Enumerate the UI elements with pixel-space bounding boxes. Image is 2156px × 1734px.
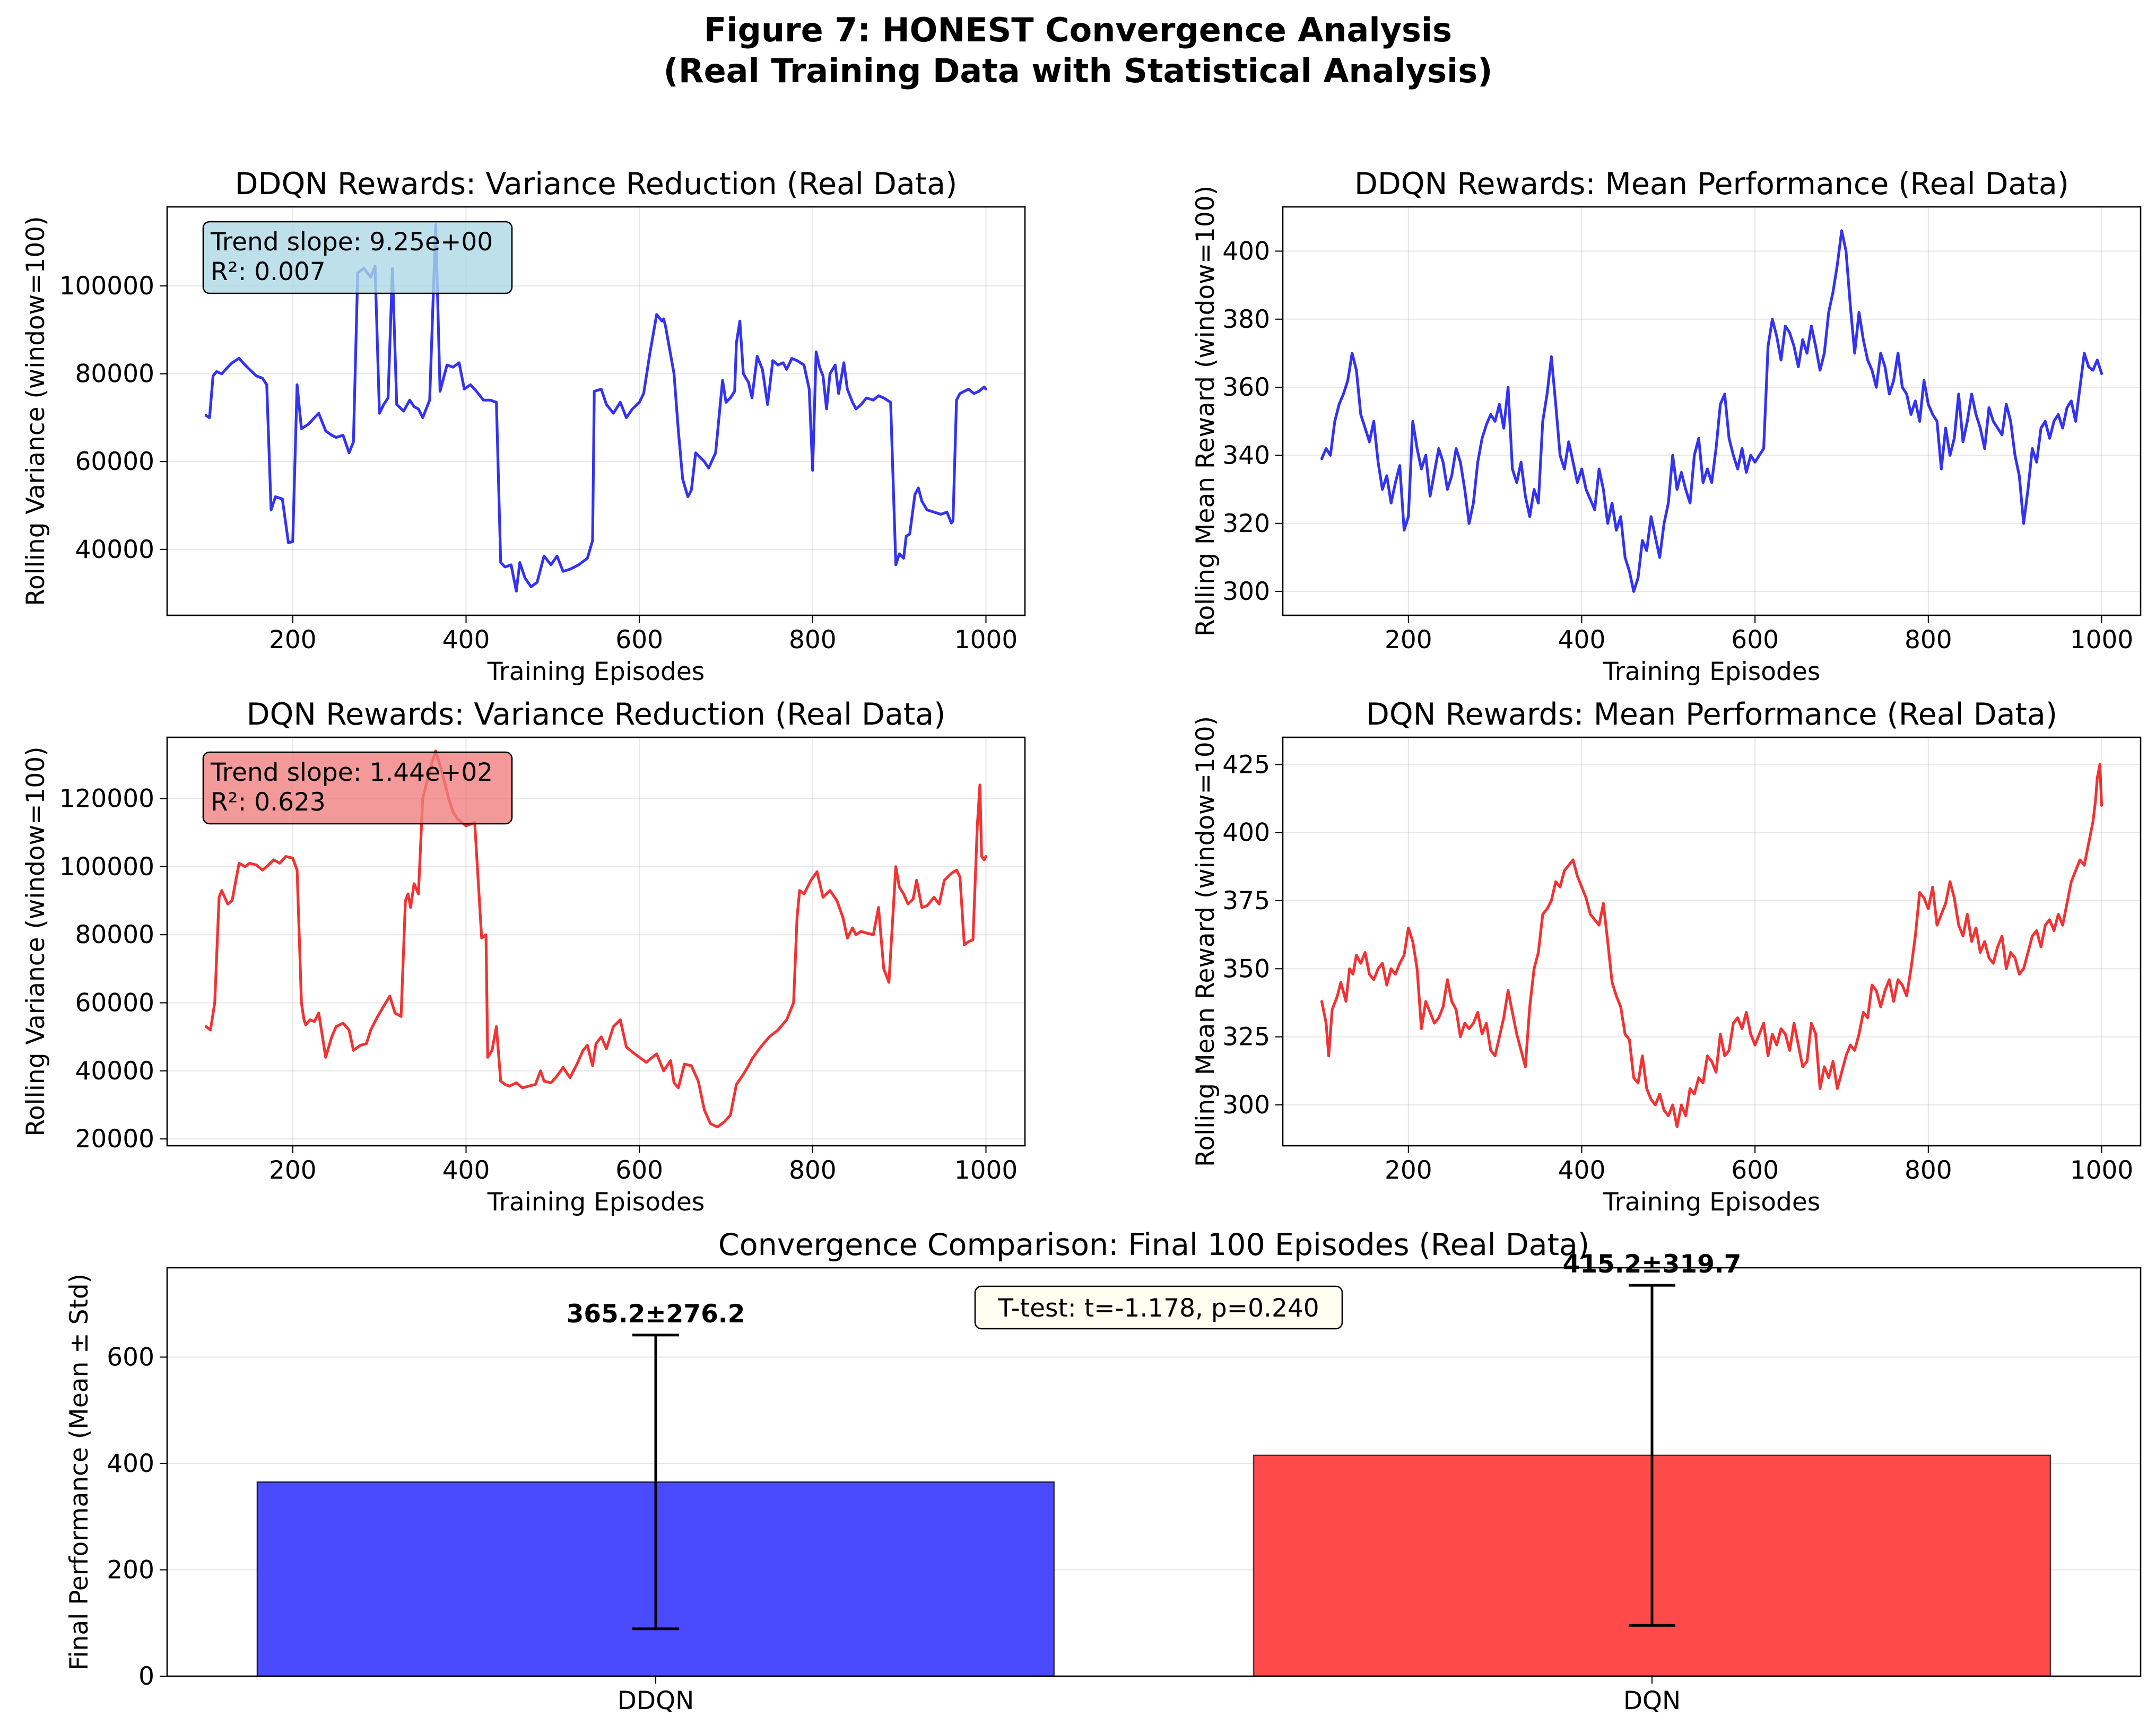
y-tick-label: 400 — [107, 1449, 154, 1478]
series-line-ddqn_variance — [204, 223, 988, 593]
x-axis-label: Training Episodes — [1603, 1188, 1820, 1217]
chart-ddqn_mean: 200 400 600 800 1000300320340360380400Traini… — [1191, 167, 2142, 686]
y-tick-label: 350 — [1222, 954, 1270, 983]
y-axis-label: Final Performance (Mean ± Std) — [65, 1274, 94, 1670]
y-tick-label: 380 — [1222, 305, 1270, 334]
chart-title: DQN Rewards: Variance Reduction (Real Da… — [247, 697, 946, 732]
annotation-ttest: T-test: t=-1.178, p=0.240 — [997, 1294, 1319, 1323]
chart-dqn_mean: 200 400 600 800 1000 300 325 350 375 400 425 Traini… — [1191, 697, 2142, 1217]
y-tick-label: 200 — [107, 1555, 154, 1584]
x-tick-label: 1000 — [2070, 625, 2134, 655]
x-tick-label: 1000 — [954, 1156, 1018, 1185]
annotation-box — [974, 1285, 1343, 1330]
y-axis-label: Rolling Variance (window=100) — [21, 216, 50, 606]
figure-title-line1: Figure 7: HONEST Convergence Analysis — [704, 11, 1452, 49]
y-tick-label: 60000 — [75, 447, 154, 476]
x-tick-label: 400 — [1558, 625, 1606, 655]
y-tick-label: 300 — [1222, 1091, 1270, 1120]
y-tick-label: 400 — [1222, 818, 1270, 848]
y-axis-label: Rolling Mean Reward (window=100) — [1191, 716, 1220, 1167]
x-tick-label: 600 — [1731, 625, 1779, 655]
x-tick-label: 400 — [442, 1156, 490, 1185]
x-tick-label: 600 — [615, 1156, 663, 1185]
annotation-box — [202, 221, 513, 294]
chart-ddqn_variance: 200 400 600 800 1000 40000 60000 80000 100000 Tra… — [21, 167, 1026, 686]
chart-final_comparison: 365.2±276.2 DDQN 415.2±319.7 DQN 0 200 400 600 F… — [65, 1227, 2142, 1715]
x-tick-label: 1000 — [954, 625, 1018, 655]
x-tick-label: 400 — [1558, 1156, 1606, 1185]
y-tick-label: 325 — [1222, 1023, 1270, 1052]
y-tick-label: 40000 — [75, 535, 154, 564]
x-axis-label: Training Episodes — [487, 657, 705, 686]
x-tick-label: DQN — [1623, 1686, 1681, 1715]
y-tick-label: 80000 — [75, 920, 154, 949]
y-tick-label: 100000 — [59, 272, 154, 301]
y-tick-label: 360 — [1222, 373, 1270, 402]
y-tick-label: 375 — [1222, 886, 1270, 916]
y-tick-label: 0 — [138, 1662, 154, 1691]
x-tick-label: 800 — [1905, 1156, 1952, 1185]
series-line-dqn_variance — [204, 750, 988, 1129]
annotation-slope: Trend slope: 9.25e+00 — [210, 228, 493, 257]
x-tick-label: 600 — [1731, 1156, 1779, 1185]
x-tick-label: 200 — [1385, 625, 1432, 655]
y-tick-label: 300 — [1222, 577, 1270, 606]
series-line-ddqn_mean — [1320, 229, 2103, 593]
axes-frame — [166, 206, 1026, 616]
x-tick-label: 200 — [269, 1156, 317, 1185]
y-tick-label: 40000 — [75, 1057, 154, 1086]
x-tick-label: 200 — [269, 625, 317, 655]
x-tick-label: DDQN — [618, 1686, 694, 1715]
axes-frame — [1282, 736, 2142, 1147]
y-tick-label: 425 — [1222, 750, 1270, 779]
x-axis-label: Training Episodes — [487, 1188, 705, 1217]
x-axis-label: Training Episodes — [1603, 657, 1820, 686]
x-tick-label: 800 — [1905, 625, 1952, 655]
chart-dqn_variance: 200 400 600 800 1000 20000 40000 60000 80000 1000… — [21, 697, 1026, 1217]
figure-title-line2: (Real Training Data with Statistical Ana… — [664, 51, 1493, 90]
axes-frame — [166, 1267, 2142, 1677]
series-line-dqn_mean — [1320, 763, 2103, 1128]
x-tick-label: 1000 — [2070, 1156, 2134, 1185]
chart-title: DDQN Rewards: Mean Performance (Real Dat… — [1354, 167, 2069, 202]
x-tick-label: 800 — [789, 1156, 837, 1185]
y-axis-label: Rolling Variance (window=100) — [21, 746, 50, 1136]
x-tick-label: 200 — [1385, 1156, 1432, 1185]
x-tick-label: 400 — [442, 625, 490, 655]
annotation-box — [202, 751, 513, 825]
y-tick-label: 340 — [1222, 441, 1270, 470]
y-tick-label: 400 — [1222, 237, 1270, 266]
x-tick-label: 800 — [789, 625, 837, 655]
chart-title: DDQN Rewards: Variance Reduction (Real D… — [235, 167, 958, 202]
x-tick-label: 600 — [615, 625, 663, 655]
y-tick-label: 20000 — [75, 1125, 154, 1154]
axes-frame — [166, 736, 1026, 1147]
y-tick-label: 80000 — [75, 360, 154, 389]
y-tick-label: 100000 — [59, 852, 154, 882]
y-tick-label: 60000 — [75, 989, 154, 1018]
chart-title: DQN Rewards: Mean Performance (Real Data… — [1366, 697, 2057, 732]
axes-frame — [1282, 206, 2142, 616]
y-axis-label: Rolling Mean Reward (window=100) — [1191, 186, 1220, 637]
bar-value-label: 415.2±319.7 — [1563, 1250, 1742, 1279]
annotation-r2: R²: 0.007 — [211, 257, 326, 286]
chart-panels: 200 400 600 800 1000 40000 60000 80000 100000 Tra… — [21, 167, 2142, 1715]
y-tick-label: 320 — [1222, 509, 1270, 538]
annotation-slope: Trend slope: 1.44e+02 — [210, 758, 493, 787]
annotation-r2: R²: 0.623 — [211, 788, 326, 817]
bar-value-label: 365.2±276.2 — [567, 1300, 745, 1329]
y-tick-label: 120000 — [59, 785, 154, 814]
y-tick-label: 600 — [107, 1343, 154, 1372]
chart-title: Convergence Comparison: Final 100 Episod… — [718, 1227, 1589, 1262]
